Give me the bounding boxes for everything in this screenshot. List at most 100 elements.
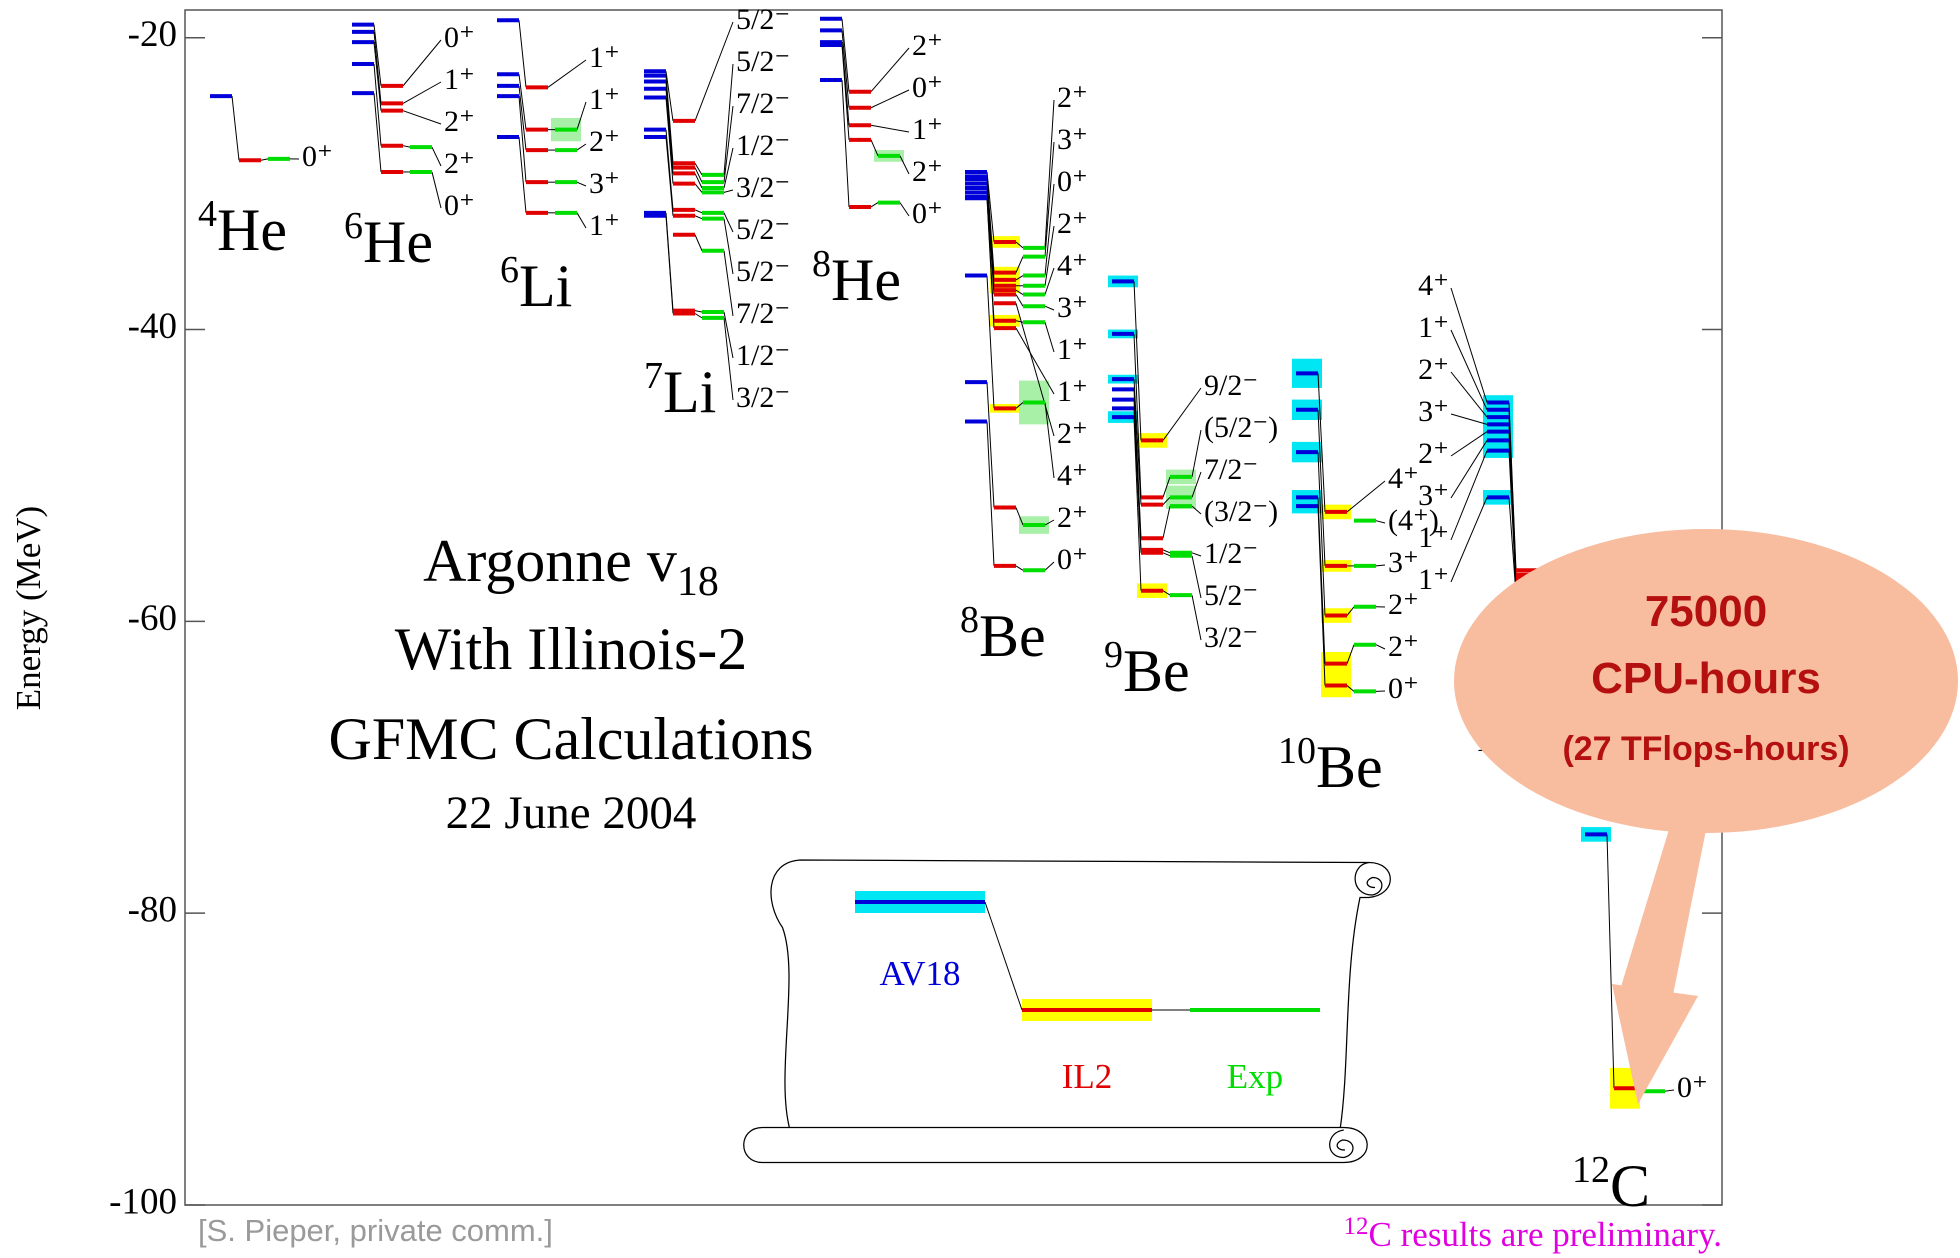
connector (1162, 549, 1171, 554)
nucleus-name: 6Li (500, 249, 572, 319)
label-connector (723, 218, 734, 275)
connector (694, 162, 703, 176)
state-label: 0⁺ (302, 140, 333, 173)
connector (1162, 476, 1171, 498)
connector (1346, 644, 1355, 664)
label-connector (431, 171, 442, 209)
label-connector (1044, 519, 1055, 526)
nucleus-symbol: Li (663, 359, 716, 425)
connector (373, 93, 382, 173)
connector (986, 382, 995, 508)
y-tick-label: -20 (128, 14, 177, 55)
connectors (1317, 373, 1386, 692)
connector (986, 275, 995, 409)
state-label: 2⁺ (1418, 353, 1449, 386)
label-connector (899, 155, 910, 175)
connector (694, 173, 703, 189)
label-connector (1375, 644, 1386, 650)
annotation-line: GFMC Calculations (328, 706, 813, 772)
label-connector (870, 124, 910, 133)
connector (518, 85, 527, 151)
label-connector (1191, 429, 1202, 478)
legend-connector (984, 901, 1023, 1011)
label-connector (1450, 440, 1488, 499)
state-label: 1⁺ (589, 209, 620, 242)
connector (841, 30, 850, 108)
connector (694, 313, 703, 319)
connector (665, 71, 674, 121)
legend-scroll (743, 859, 1391, 1164)
connector (986, 198, 995, 329)
state-label: 2⁺ (589, 125, 620, 158)
state-label: 1⁺ (1418, 311, 1449, 344)
label-connector (1044, 225, 1055, 286)
label-connector (576, 143, 587, 151)
state-label: 1⁺ (1418, 563, 1449, 596)
connectors (518, 20, 587, 229)
connectors (841, 18, 910, 217)
label-connector (547, 59, 587, 88)
label-connector (1346, 480, 1386, 513)
connector (1508, 450, 1517, 590)
label-connector (1191, 594, 1202, 641)
state-label: 1⁺ (912, 113, 943, 146)
state-label: 2⁺ (1418, 437, 1449, 470)
state-label: 2⁺ (444, 105, 475, 138)
connector (1346, 606, 1355, 616)
connector (1162, 590, 1171, 596)
state-label: 9/2⁻ (1204, 369, 1258, 402)
nucleus-mass: 7 (644, 355, 663, 397)
state-label: 2⁺ (1388, 588, 1419, 621)
connector (694, 209, 703, 214)
label-connector (723, 317, 734, 401)
state-label: 0⁺ (444, 189, 475, 222)
connector (841, 18, 850, 92)
nucleus-name: 9Be (1104, 634, 1190, 704)
state-label: 2⁺ (1388, 630, 1419, 663)
label-connector (1450, 329, 1488, 410)
connector (694, 167, 703, 183)
label-connector (402, 39, 442, 87)
legend-scroll-curl (1354, 861, 1383, 896)
state-label: 4⁺ (1418, 269, 1449, 302)
label-connector (1015, 327, 1055, 395)
state-label: 2⁺ (1057, 207, 1088, 240)
state-label: 0⁺ (1388, 672, 1419, 705)
nucleus-mass: 6 (500, 249, 519, 291)
connector (402, 145, 411, 148)
state-label: 1⁺ (444, 63, 475, 96)
label-connector (1450, 413, 1488, 425)
callout-text: CPU-hours (1591, 654, 1821, 703)
connector (841, 44, 850, 140)
state-label: 4⁺ (1057, 459, 1088, 492)
state-label: 0⁺ (1057, 543, 1088, 576)
state-label: 0⁺ (912, 71, 943, 104)
label-connector (1191, 555, 1202, 599)
state-label: 3/2⁻ (736, 171, 790, 204)
nucleus-symbol: Be (1316, 734, 1383, 800)
nucleus-mass: 4 (198, 193, 217, 235)
annotation-title: Argonne v18 (423, 528, 719, 605)
state-label: 2⁺ (1057, 81, 1088, 114)
state-label: 1⁺ (589, 41, 620, 74)
nucleus-name: 6He (344, 205, 433, 275)
connector (694, 215, 703, 220)
connector (694, 310, 703, 313)
y-tick-label: -80 (128, 890, 177, 931)
label-connector (723, 250, 734, 317)
state-label: 4⁺ (1388, 462, 1419, 495)
y-axis-label: Energy (MeV) (9, 506, 48, 710)
connector (1162, 552, 1171, 557)
state-label: 2⁺ (912, 155, 943, 188)
label-connector (1044, 322, 1055, 353)
state-label: 1/2⁻ (736, 129, 790, 162)
connector (665, 81, 674, 168)
nucleus-symbol: C (1610, 1153, 1650, 1219)
state-label: 3⁺ (1418, 479, 1449, 512)
label-connector (431, 146, 442, 167)
label-connector (1044, 183, 1055, 276)
connector (1162, 505, 1171, 539)
label-connector (1450, 431, 1488, 457)
nucleus-name: 12C (1572, 1149, 1650, 1219)
connector (1133, 379, 1142, 505)
